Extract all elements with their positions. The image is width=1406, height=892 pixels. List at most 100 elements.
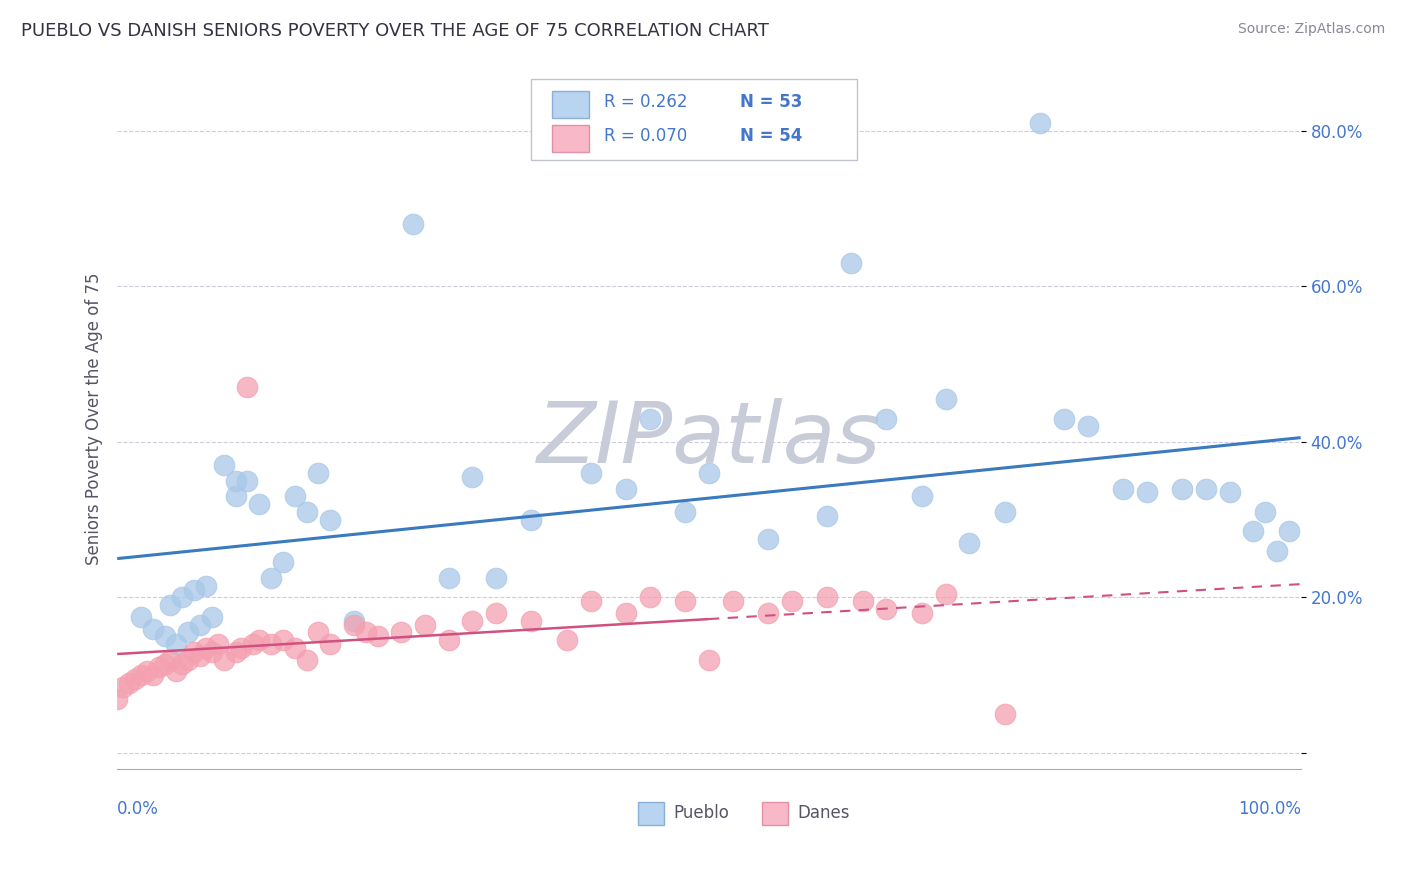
Point <box>284 640 307 655</box>
Point <box>389 625 412 640</box>
Point <box>485 571 508 585</box>
Point <box>935 392 957 406</box>
Text: ZIPatlas: ZIPatlas <box>537 398 882 481</box>
Point <box>461 614 484 628</box>
Point <box>165 665 187 679</box>
Text: Pueblo: Pueblo <box>673 805 730 822</box>
Point <box>236 474 259 488</box>
Point <box>485 606 508 620</box>
Point <box>402 217 425 231</box>
Point <box>271 633 294 648</box>
Text: 100.0%: 100.0% <box>1237 800 1301 818</box>
Text: Source: ZipAtlas.com: Source: ZipAtlas.com <box>1237 22 1385 37</box>
Point <box>673 594 696 608</box>
Point <box>461 470 484 484</box>
Point <box>1053 411 1076 425</box>
Point <box>911 489 934 503</box>
Point <box>207 637 229 651</box>
Point <box>875 411 897 425</box>
Point <box>242 637 264 651</box>
Point <box>177 653 200 667</box>
Point <box>721 594 744 608</box>
Point <box>815 591 838 605</box>
Point <box>1029 116 1052 130</box>
Point <box>839 256 862 270</box>
Point <box>153 629 176 643</box>
Point <box>225 489 247 503</box>
Bar <box>762 802 789 824</box>
Point <box>437 633 460 648</box>
Point <box>148 660 170 674</box>
Point <box>697 653 720 667</box>
Point <box>142 668 165 682</box>
Point <box>343 617 366 632</box>
Point <box>437 571 460 585</box>
Point <box>183 582 205 597</box>
Point <box>172 657 194 671</box>
Point <box>354 625 377 640</box>
Point <box>135 665 157 679</box>
Bar <box>638 802 664 824</box>
Point <box>194 640 217 655</box>
Point <box>284 489 307 503</box>
Text: N = 53: N = 53 <box>740 94 801 112</box>
Point <box>780 594 803 608</box>
Point <box>1077 419 1099 434</box>
Point <box>142 622 165 636</box>
Point <box>247 497 270 511</box>
Point <box>875 602 897 616</box>
Point <box>673 505 696 519</box>
Point <box>413 617 436 632</box>
Text: R = 0.070: R = 0.070 <box>603 128 688 145</box>
Point <box>697 466 720 480</box>
Point <box>271 556 294 570</box>
Point <box>201 610 224 624</box>
Text: PUEBLO VS DANISH SENIORS POVERTY OVER THE AGE OF 75 CORRELATION CHART: PUEBLO VS DANISH SENIORS POVERTY OVER TH… <box>21 22 769 40</box>
Point <box>1219 485 1241 500</box>
Point <box>319 637 342 651</box>
Point <box>247 633 270 648</box>
Point <box>638 411 661 425</box>
Y-axis label: Seniors Poverty Over the Age of 75: Seniors Poverty Over the Age of 75 <box>86 272 103 565</box>
Point <box>159 653 181 667</box>
Point <box>1265 543 1288 558</box>
Point <box>177 625 200 640</box>
Text: R = 0.262: R = 0.262 <box>603 94 688 112</box>
Point <box>815 508 838 523</box>
FancyBboxPatch shape <box>531 79 856 160</box>
Point <box>183 645 205 659</box>
Bar <box>551 91 589 118</box>
Point <box>105 691 128 706</box>
Bar <box>551 125 589 152</box>
Point <box>307 466 329 480</box>
Point <box>935 586 957 600</box>
Point <box>225 474 247 488</box>
Text: Danes: Danes <box>797 805 851 822</box>
Point <box>188 648 211 663</box>
Point <box>153 657 176 671</box>
Point <box>756 606 779 620</box>
Point <box>295 505 318 519</box>
Point <box>1136 485 1159 500</box>
Point <box>343 614 366 628</box>
Point <box>172 591 194 605</box>
Point <box>520 614 543 628</box>
Point <box>1278 524 1301 539</box>
Point <box>231 640 253 655</box>
Point <box>212 653 235 667</box>
Point <box>1241 524 1264 539</box>
Point <box>614 606 637 620</box>
Text: 0.0%: 0.0% <box>117 800 159 818</box>
Point <box>579 466 602 480</box>
Point <box>614 482 637 496</box>
Point <box>367 629 389 643</box>
Point <box>295 653 318 667</box>
Point <box>579 594 602 608</box>
Text: N = 54: N = 54 <box>740 128 801 145</box>
Point <box>129 668 152 682</box>
Point <box>260 637 283 651</box>
Point <box>1112 482 1135 496</box>
Point <box>994 505 1017 519</box>
Point <box>194 579 217 593</box>
Point <box>1171 482 1194 496</box>
